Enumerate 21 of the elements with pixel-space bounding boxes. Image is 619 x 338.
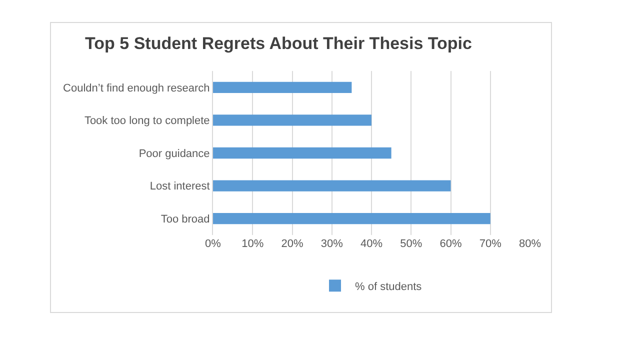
x-tick-label: 40% — [360, 238, 383, 250]
bar — [213, 213, 490, 224]
x-tick-label: 60% — [440, 238, 462, 250]
y-tick-label: Took too long to complete — [84, 115, 210, 128]
bar — [213, 114, 372, 126]
x-tick-label: 20% — [281, 238, 304, 250]
x-tick-label: 80% — [518, 238, 542, 250]
chart-title: Top 5 Student Regrets About Their Thesis Topic — [85, 34, 472, 54]
x-tick-label: 70% — [479, 238, 502, 250]
x-tick-label: 50% — [400, 238, 422, 250]
bar — [213, 147, 392, 159]
y-tick-label: Too broad — [160, 213, 210, 226]
x-tick-label: 0% — [205, 238, 222, 250]
x-tick-label: 10% — [242, 238, 264, 250]
y-tick-label: Couldn’t find enough research — [63, 82, 210, 94]
legend-label: % of students — [355, 280, 422, 293]
y-tick-label: Poor guidance — [138, 148, 210, 160]
bar — [213, 82, 352, 93]
x-tick-label: 30% — [320, 238, 344, 250]
bar — [213, 180, 451, 192]
y-tick-label: Lost interest — [150, 180, 210, 193]
